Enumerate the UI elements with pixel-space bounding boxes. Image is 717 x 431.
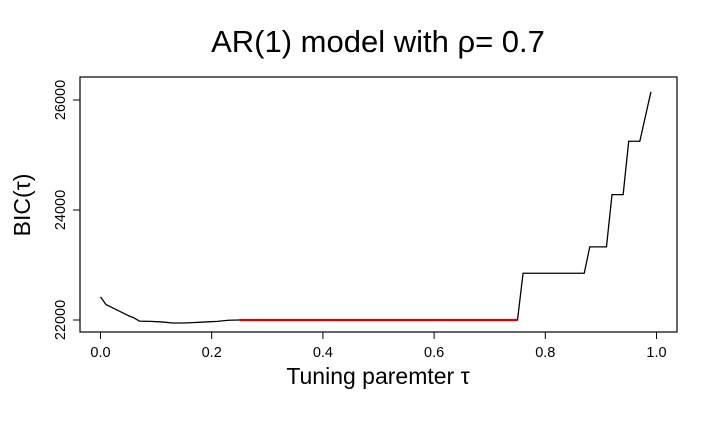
series-line-bic [99, 91, 652, 324]
x-tick-label: 0.0 [90, 345, 110, 361]
x-tick-label: 0.4 [313, 345, 333, 361]
y-tick-label: 22000 [53, 300, 69, 340]
y-axis-label: BIC(τ) [9, 174, 35, 237]
x-tick-label: 0.8 [535, 345, 555, 361]
x-tick-label: 0.6 [424, 345, 444, 361]
x-axis-label: Tuning paremter τ [286, 363, 469, 389]
y-axis: 22000 24000 26000 [53, 80, 81, 340]
y-tick-label: 24000 [53, 190, 69, 230]
x-tick-label: 1.0 [646, 345, 666, 361]
y-tick-label: 26000 [53, 80, 69, 120]
series-layer [99, 91, 652, 324]
x-tick-label: 0.2 [202, 345, 222, 361]
x-axis: 0.0 0.2 0.4 0.6 0.8 1.0 [90, 331, 667, 361]
chart-title: AR(1) model with ρ= 0.7 [211, 24, 545, 59]
plot-frame [79, 76, 678, 333]
